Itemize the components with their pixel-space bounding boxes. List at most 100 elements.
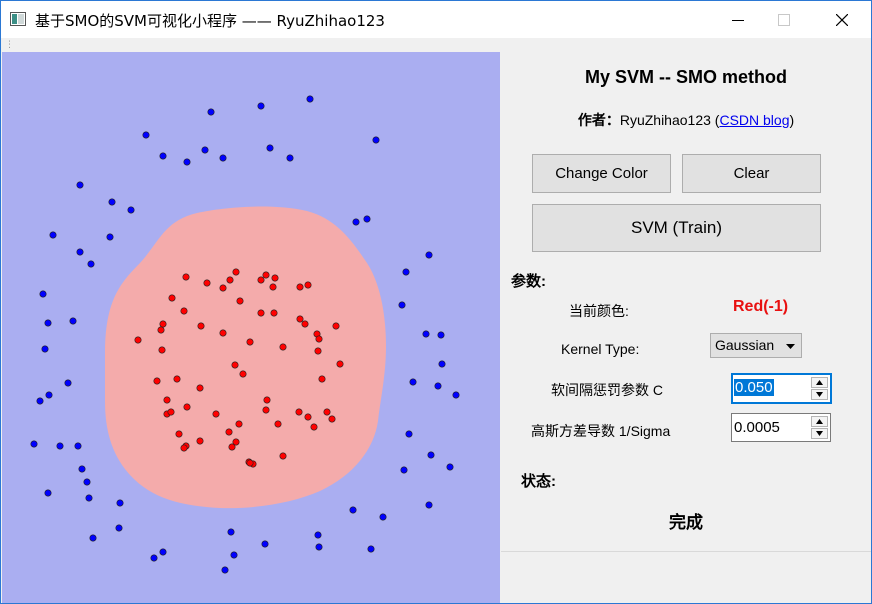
red-decision-region [105, 206, 386, 509]
c-decrement-button[interactable] [811, 389, 828, 400]
panel-footer [501, 551, 871, 603]
blue-sample-point [306, 95, 314, 103]
spin-up-icon [816, 419, 823, 424]
minimize-button[interactable] [715, 1, 761, 38]
c-increment-button[interactable] [811, 377, 828, 388]
red-sample-point [304, 281, 312, 289]
red-sample-point [180, 444, 188, 452]
blue-sample-point [315, 543, 323, 551]
blue-sample-point [434, 382, 442, 390]
current-color-label: 当前颜色: [569, 303, 629, 319]
red-sample-point [295, 408, 303, 416]
plot-canvas[interactable] [2, 52, 500, 603]
red-sample-point [246, 459, 254, 467]
blue-sample-point [74, 442, 82, 450]
red-sample-point [263, 396, 271, 404]
blue-sample-point [452, 391, 460, 399]
blue-sample-point [446, 463, 454, 471]
red-sample-point [336, 360, 344, 368]
red-sample-point [203, 279, 211, 287]
red-sample-point [196, 384, 204, 392]
sigma-increment-button[interactable] [811, 416, 828, 427]
red-sample-point [318, 375, 326, 383]
blue-sample-point [87, 260, 95, 268]
blue-sample-point [76, 181, 84, 189]
blue-sample-point [83, 478, 91, 486]
close-icon [836, 14, 848, 26]
blue-sample-point [207, 108, 215, 116]
blue-sample-point [363, 215, 371, 223]
red-sample-point [159, 320, 167, 328]
blue-sample-point [159, 152, 167, 160]
blue-sample-point [427, 451, 435, 459]
sigma-param-label: 高斯方差导数 1/Sigma [531, 423, 671, 439]
red-sample-point [225, 428, 233, 436]
blue-sample-point [349, 506, 357, 514]
kernel-type-value: Gaussian [715, 337, 775, 353]
maximize-button[interactable] [761, 1, 807, 38]
red-sample-point [231, 361, 239, 369]
red-sample-point [271, 274, 279, 282]
red-sample-point [246, 338, 254, 346]
clear-button[interactable]: Clear [682, 154, 821, 193]
window-title: 基于SMO的SVM可视化小程序 —— RyuZhihao123 [35, 12, 385, 30]
maximize-icon [778, 14, 790, 26]
blue-sample-point [150, 554, 158, 562]
sigma-decrement-button[interactable] [811, 428, 828, 439]
blue-sample-point [108, 198, 116, 206]
csdn-blog-link[interactable]: CSDN blog [719, 112, 790, 128]
blue-sample-point [115, 524, 123, 532]
red-sample-point [232, 268, 240, 276]
kernel-type-label: Kernel Type: [561, 341, 640, 357]
blue-sample-point [142, 131, 150, 139]
red-sample-point [168, 294, 176, 302]
status-value: 完成 [669, 513, 703, 532]
red-sample-point [196, 437, 204, 445]
train-button[interactable]: SVM (Train) [532, 204, 821, 252]
change-color-button[interactable]: Change Color [532, 154, 671, 193]
blue-sample-point [44, 489, 52, 497]
blue-sample-point [49, 231, 57, 239]
blue-sample-point [379, 513, 387, 521]
current-color-value: Red(-1) [733, 298, 789, 315]
app-icon [10, 12, 26, 26]
red-sample-point [197, 322, 205, 330]
red-sample-point [328, 415, 336, 423]
blue-sample-point [266, 144, 274, 152]
blue-sample-point [314, 531, 322, 539]
author-label: 作者： [577, 112, 620, 128]
blue-sample-point [159, 548, 167, 556]
panel-title: My SVM -- SMO method [585, 67, 787, 87]
blue-sample-point [78, 465, 86, 473]
blue-sample-point [64, 379, 72, 387]
red-sample-point [158, 346, 166, 354]
kernel-type-select[interactable]: Gaussian [710, 333, 802, 358]
c-param-spinbox[interactable]: 0.050 [731, 373, 832, 404]
blue-sample-point [422, 330, 430, 338]
red-sample-point [236, 297, 244, 305]
blue-sample-point [36, 397, 44, 405]
red-sample-point [315, 335, 323, 343]
blue-sample-point [127, 206, 135, 214]
blue-sample-point [261, 540, 269, 548]
blue-sample-point [438, 360, 446, 368]
spin-down-icon [816, 392, 823, 397]
red-sample-point [274, 420, 282, 428]
red-sample-point [134, 336, 142, 344]
blue-sample-point [286, 154, 294, 162]
blue-sample-point [45, 391, 53, 399]
blue-sample-point [367, 545, 375, 553]
toolbar-grip-icon[interactable]: ⋮ [5, 40, 14, 50]
red-sample-point [239, 370, 247, 378]
close-button[interactable] [819, 1, 865, 38]
blue-sample-point [183, 158, 191, 166]
red-sample-point [323, 408, 331, 416]
red-sample-point [175, 430, 183, 438]
red-sample-point [219, 329, 227, 337]
red-sample-point [262, 406, 270, 414]
red-sample-point [232, 438, 240, 446]
author-name: RyuZhihao123 [619, 112, 711, 128]
blue-sample-point [44, 319, 52, 327]
sigma-param-spinbox[interactable]: 0.0005 [731, 413, 831, 442]
